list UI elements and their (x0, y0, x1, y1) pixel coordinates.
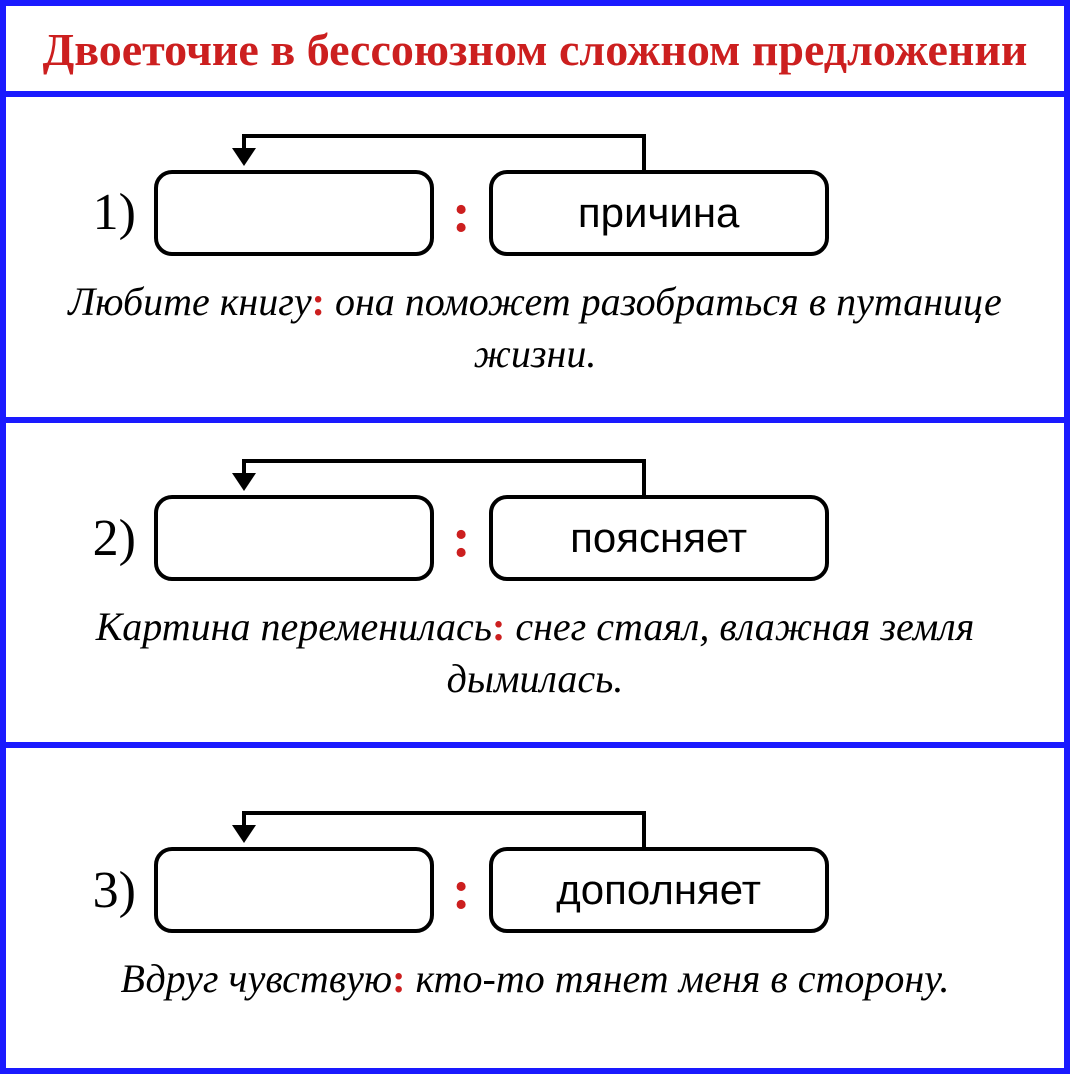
left-box (154, 495, 434, 581)
right-box: поясняет (489, 495, 829, 581)
diagram-row-3: 3) : дополняет (66, 847, 1034, 933)
box-group: : причина (154, 170, 829, 256)
rule-cell-2: 2) : поясняет Картина переменилась: снег… (6, 423, 1064, 749)
right-box: дополняет (489, 847, 829, 933)
grammar-chart-frame: Двоеточие в бессоюзном сложном предложен… (0, 0, 1070, 1074)
left-box (154, 847, 434, 933)
example-sentence: Любите книгу: она поможет разобраться в … (36, 276, 1034, 380)
example-after: кто-то тянет меня в сторону. (405, 956, 949, 1001)
rule-number: 3) (66, 861, 136, 920)
example-before: Любите книгу (68, 279, 311, 324)
example-before: Картина переменилась (96, 604, 492, 649)
example-colon: : (492, 604, 505, 649)
rule-cell-1: 1) : причина Любите книгу: она поможет р… (6, 97, 1064, 423)
colon-symbol: : (452, 510, 471, 566)
rule-number: 2) (66, 509, 136, 568)
right-box: причина (489, 170, 829, 256)
colon-symbol: : (452, 862, 471, 918)
example-colon: : (392, 956, 405, 1001)
example-after: снег стаял, влажная земля дымилась. (447, 604, 975, 701)
rule-number: 1) (66, 183, 136, 242)
box-group: : дополняет (154, 847, 829, 933)
example-colon: : (312, 279, 325, 324)
chart-title: Двоеточие в бессоюзном сложном предложен… (26, 24, 1044, 77)
rule-cell-3: 3) : дополняет Вдруг чувствую: кто-то тя… (6, 748, 1064, 1068)
example-after: она поможет разобраться в путанице жизни… (325, 279, 1002, 376)
diagram-row-1: 1) : причина (66, 170, 1034, 256)
box-group: : поясняет (154, 495, 829, 581)
example-sentence: Вдруг чувствую: кто-то тянет меня в стор… (36, 953, 1034, 1005)
example-sentence: Картина переменилась: снег стаял, влажна… (36, 601, 1034, 705)
left-box (154, 170, 434, 256)
colon-symbol: : (452, 185, 471, 241)
diagram-row-2: 2) : поясняет (66, 495, 1034, 581)
title-cell: Двоеточие в бессоюзном сложном предложен… (6, 6, 1064, 97)
example-before: Вдруг чувствую (121, 956, 393, 1001)
